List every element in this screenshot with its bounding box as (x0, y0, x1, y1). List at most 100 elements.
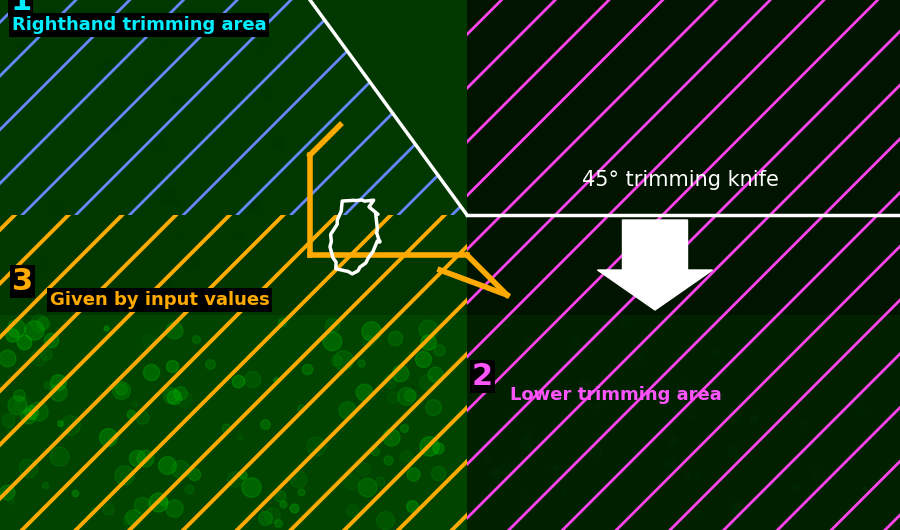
Point (0, 354, 14, 362)
Point (294, 488, 309, 496)
Point (634, 354, 648, 362)
Point (854, 407, 868, 415)
Point (325, 337, 339, 346)
Point (255, 46, 269, 55)
Point (74, 249, 88, 258)
Point (23, 408, 38, 417)
Point (38, 481, 52, 489)
Point (258, 514, 273, 522)
Point (364, 326, 378, 335)
Point (359, 482, 374, 491)
Bar (0, 315, 467, 530)
Point (53, 419, 68, 428)
FancyArrow shape (598, 220, 713, 310)
Point (17, 338, 32, 347)
Point (808, 468, 823, 476)
Point (522, 338, 536, 347)
Point (135, 501, 149, 509)
Point (384, 433, 399, 441)
Point (182, 485, 196, 494)
Point (373, 477, 387, 485)
Text: 45° trimming knife: 45° trimming knife (581, 170, 778, 190)
Point (182, 254, 196, 262)
Point (101, 433, 115, 441)
Point (177, 394, 192, 403)
Point (730, 452, 744, 461)
Text: 2: 2 (472, 362, 493, 391)
Point (36, 319, 50, 327)
Point (498, 464, 512, 472)
Point (107, 119, 122, 128)
Point (257, 420, 272, 428)
Point (0, 488, 14, 496)
Bar (0, 0, 467, 315)
Point (130, 453, 144, 462)
Point (680, 379, 694, 388)
Point (233, 433, 248, 441)
Point (229, 165, 243, 174)
Point (726, 445, 741, 454)
Point (244, 483, 258, 491)
Point (31, 352, 45, 361)
Point (796, 419, 811, 427)
Point (156, 497, 170, 505)
Point (172, 234, 186, 242)
Point (149, 137, 164, 146)
Point (21, 464, 35, 472)
Point (662, 459, 677, 467)
Point (488, 469, 502, 478)
Point (788, 482, 803, 491)
Text: Righthand trimming area: Righthand trimming area (12, 16, 266, 34)
Point (236, 471, 250, 480)
Point (287, 504, 302, 512)
Point (340, 405, 355, 414)
Point (126, 513, 140, 522)
Point (276, 500, 291, 508)
Point (203, 360, 218, 368)
Point (515, 489, 529, 498)
Point (144, 368, 158, 376)
Point (9, 323, 23, 332)
Text: Given by input values: Given by input values (50, 291, 270, 309)
Point (518, 439, 533, 448)
Point (124, 12, 139, 20)
Point (274, 318, 289, 326)
Point (265, 511, 279, 520)
Point (173, 465, 187, 474)
Point (38, 28, 52, 36)
Point (189, 335, 203, 343)
Point (397, 424, 411, 432)
Point (166, 392, 181, 401)
Point (730, 504, 744, 513)
Point (325, 321, 339, 329)
Point (301, 365, 315, 373)
Point (406, 470, 420, 478)
Point (31, 407, 45, 416)
Point (173, 389, 187, 398)
Point (691, 510, 706, 519)
Point (94, 129, 109, 137)
Point (361, 337, 375, 346)
Point (681, 471, 696, 480)
Point (381, 456, 395, 464)
Point (682, 412, 697, 420)
Point (124, 410, 139, 418)
Point (345, 476, 359, 485)
Point (708, 348, 723, 357)
Point (619, 319, 634, 327)
Point (166, 361, 180, 370)
Point (590, 446, 604, 455)
Point (68, 489, 83, 497)
Point (4, 497, 19, 506)
Point (259, 39, 274, 47)
Point (591, 402, 606, 410)
Point (405, 502, 419, 510)
Point (33, 260, 48, 269)
Point (14, 46, 28, 55)
Point (426, 403, 440, 412)
Point (542, 464, 556, 472)
Point (259, 88, 274, 96)
Point (39, 349, 53, 358)
Point (98, 323, 112, 332)
Point (392, 369, 407, 377)
